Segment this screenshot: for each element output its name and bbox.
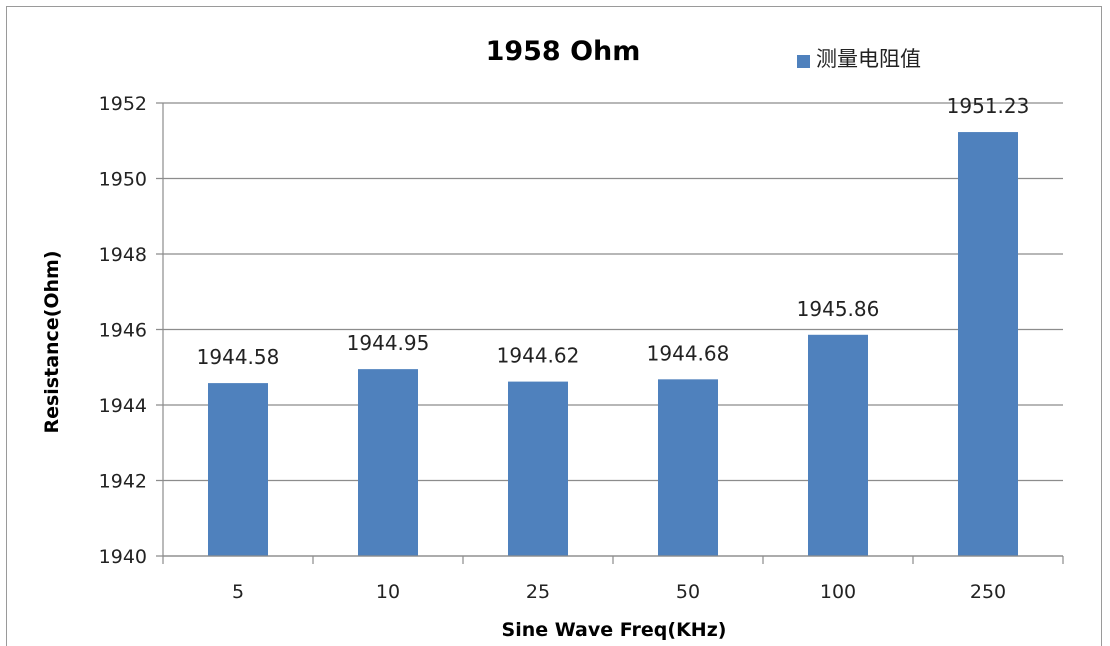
bar (808, 334, 868, 556)
x-tick-label: 250 (970, 581, 1006, 603)
y-tick-label: 1944 (99, 395, 147, 417)
data-label: 1944.68 (647, 341, 730, 365)
x-axis-ticks: 5 10 25 50 100 250 (232, 581, 1006, 603)
data-label: 1944.58 (197, 345, 280, 369)
gridlines (156, 102, 1063, 557)
bar (958, 132, 1018, 556)
bar (658, 379, 718, 556)
y-tick-label: 1948 (99, 244, 147, 266)
x-tick-label: 50 (676, 581, 700, 603)
bar (208, 383, 268, 556)
y-axis-ticks: 1940 1942 1944 1946 1948 1950 1952 (99, 93, 147, 568)
legend-label: 测量电阻值 (816, 47, 921, 71)
y-tick-label: 1942 (99, 471, 147, 493)
data-labels: 1944.58 1944.95 1944.62 1944.68 1945.86 1951.… (197, 94, 1030, 369)
legend: 测量电阻值 (797, 47, 921, 71)
y-axis-label: Resistance(Ohm) (41, 250, 63, 433)
bar (508, 381, 568, 556)
y-tick-label: 1950 (99, 169, 147, 191)
data-label: 1944.62 (497, 344, 580, 368)
x-tick-label: 10 (376, 581, 400, 603)
x-tick-label: 5 (232, 581, 244, 603)
x-axis-label: Sine Wave Freq(KHz) (502, 619, 727, 641)
legend-swatch (797, 55, 810, 68)
data-label: 1944.95 (347, 331, 430, 355)
data-label: 1951.23 (947, 94, 1030, 118)
y-tick-label: 1946 (99, 320, 147, 342)
bars (208, 132, 1018, 556)
x-tick-label: 25 (526, 581, 550, 603)
x-tick-label: 100 (820, 581, 856, 603)
x-axis (162, 103, 1064, 564)
bar (358, 369, 418, 556)
y-tick-label: 1940 (99, 546, 147, 568)
chart-title: 1958 Ohm (486, 36, 641, 67)
y-tick-label: 1952 (99, 93, 147, 115)
data-label: 1945.86 (797, 297, 880, 321)
